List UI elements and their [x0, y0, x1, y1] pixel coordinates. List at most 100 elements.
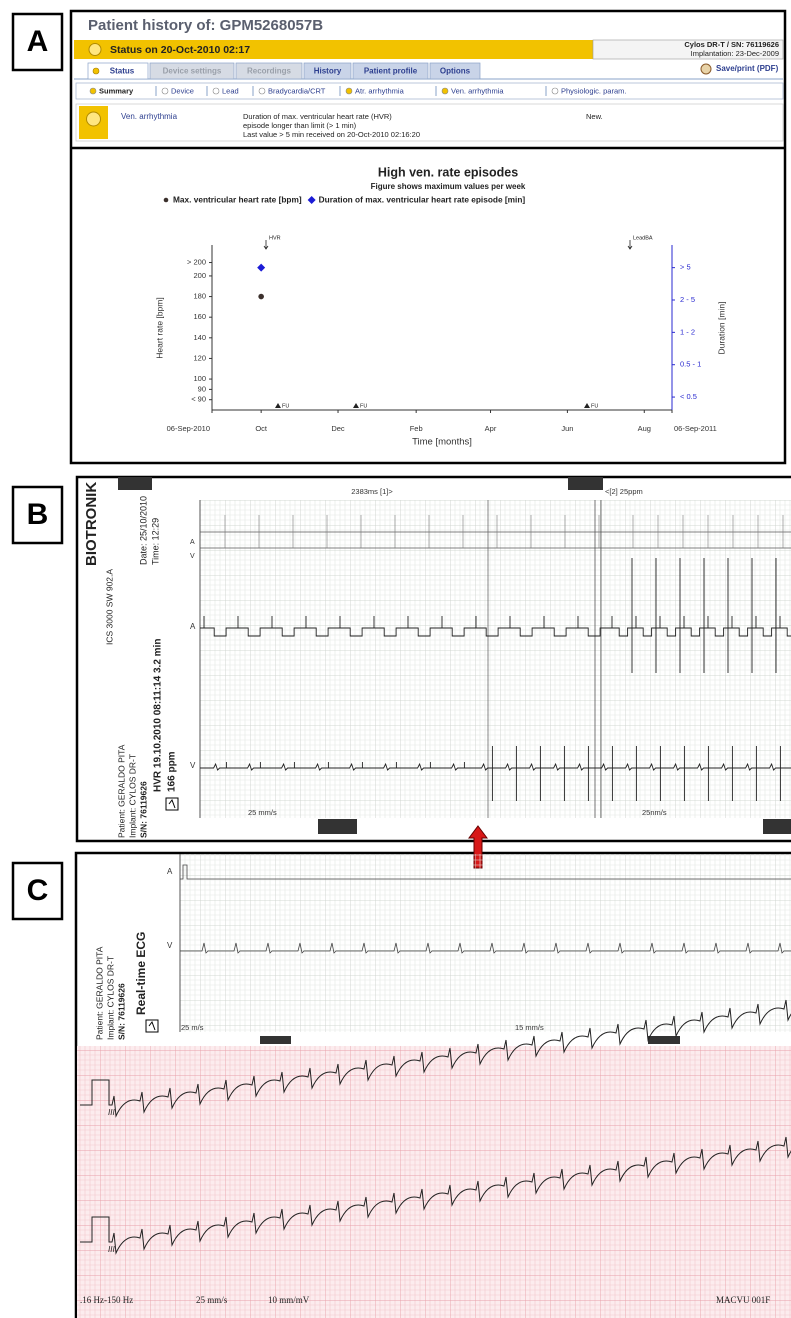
x-tick-label: 06-Sep-2010 [167, 424, 210, 433]
annotation-arrow [627, 240, 633, 250]
save-link[interactable]: Save/print (PDF) [716, 64, 779, 73]
device-text: Cylos DR-T / SN: 76119626 [684, 40, 779, 49]
annotation: HVR [269, 235, 281, 241]
subtab-label[interactable]: Physiologic. param. [561, 86, 626, 95]
marker-symbol [584, 403, 590, 408]
panel-a: Patient history of: GPM5268057B Status o… [72, 17, 784, 448]
x-tick-label: Aug [638, 424, 651, 433]
status-text: Status on 20-Oct-2010 02:17 [110, 44, 250, 56]
subtab-label[interactable]: Device [171, 86, 194, 95]
tab-label[interactable]: Status [110, 67, 135, 76]
y-tick-label: < 90 [191, 395, 206, 404]
strip-tab [318, 819, 357, 834]
tab-label[interactable]: Patient profile [364, 67, 418, 76]
episode: HVR 19.10.2010 08:11:14 3.2 min [153, 639, 164, 792]
implant: Implant: CYLOS DR-T [105, 956, 115, 1040]
rate: 166 ppm [167, 751, 178, 792]
ecg-trace [200, 558, 791, 673]
panel-c: Patient: GERALDO PITA Implant: CYLOS DR-T… [77, 854, 791, 1318]
trace-label: V [167, 941, 173, 950]
speed-label: 25 mm/s [248, 808, 277, 817]
device-box [592, 39, 784, 60]
subtab-icon [161, 87, 169, 95]
legend-symbol [307, 196, 316, 204]
implant: Implant: CYLOS DR-T [127, 754, 137, 838]
alert-row [75, 103, 784, 142]
label-box [11, 485, 64, 545]
tab[interactable] [429, 62, 481, 80]
subtab-label[interactable]: Ven. arrhythmia [451, 86, 504, 95]
speed-label: 25nm/s [642, 808, 667, 817]
tab[interactable] [235, 62, 303, 80]
alert-message: Duration of max. ventricular heart rate … [243, 112, 392, 121]
page-title: Patient history of: GPM5268057B [88, 17, 323, 34]
x-tick-label: Feb [410, 424, 423, 433]
subtab-label[interactable]: Bradycardia/CRT [268, 86, 326, 95]
subtab-label[interactable]: Summary [99, 86, 134, 95]
subtab-label[interactable]: Lead [222, 86, 239, 95]
annotation: LeadBA [633, 235, 653, 241]
patient: Patient: GERALDO PITA [116, 744, 126, 838]
strip-tab [568, 477, 603, 490]
y-tick-label: 90 [198, 384, 206, 393]
lead-label: III [108, 1245, 115, 1254]
record-date: Date: 25/10/2010 [138, 496, 148, 565]
y2-axis-label: Duration [min] [716, 302, 726, 355]
subtab-icon [441, 87, 449, 95]
tab[interactable] [303, 62, 352, 80]
legend-symbol [163, 197, 169, 203]
tab[interactable] [87, 62, 149, 80]
mode: Real-time ECG [134, 932, 148, 1015]
strip-tab [118, 477, 152, 490]
y2-tick-label: 1 - 2 [680, 327, 695, 336]
subtab-icon [258, 87, 266, 95]
ecg-trace [180, 864, 791, 880]
trace-label: A [167, 867, 173, 876]
y-tick-label: > 200 [187, 258, 206, 267]
y-tick-label: 120 [193, 353, 206, 362]
subtab-icon [345, 87, 353, 95]
footer-text: 25 mm/s [196, 1295, 228, 1305]
y-tick-label: 200 [193, 271, 206, 280]
marker-label: FU [282, 403, 289, 409]
serial: S/N: 76119626 [116, 983, 126, 1040]
tab-icon [92, 67, 100, 75]
subtab-label[interactable]: Atr. arrhythmia [355, 86, 405, 95]
tab-label[interactable]: Device settings [163, 67, 222, 76]
x-axis-label: Time [months] [412, 437, 472, 448]
paper-grid [77, 1046, 791, 1318]
point [257, 263, 266, 272]
x-tick-label: 06-Sep-2011 [674, 424, 717, 433]
marker-label: FU [360, 403, 367, 409]
tab[interactable] [352, 62, 429, 80]
point [258, 293, 264, 300]
ruler-label: A [190, 539, 195, 546]
alert-state: New. [586, 112, 603, 121]
ecg-trace [80, 1136, 791, 1255]
y2-tick-label: > 5 [680, 263, 691, 272]
tab[interactable] [149, 62, 235, 80]
footer-text: 10 mm/mV [268, 1295, 310, 1305]
legend-label: Max. ventricular heart rate [bpm] [173, 195, 302, 205]
strip-tab [763, 819, 791, 834]
marker-text: <[2] 25ppm [605, 487, 643, 496]
annotation-arrow [263, 240, 269, 250]
ecg-trace [180, 942, 791, 954]
alert-message: episode longer than limit (> 1 min) [243, 121, 357, 130]
x-tick-label: Jun [561, 424, 573, 433]
tab-label[interactable]: Recordings [247, 67, 292, 76]
print-icon[interactable] [700, 63, 712, 75]
y-tick-label: 180 [193, 292, 206, 301]
marker-symbol [353, 403, 359, 408]
trace-label: A [190, 622, 196, 631]
x-tick-label: Apr [485, 424, 497, 433]
patient: Patient: GERALDO PITA [94, 946, 104, 1040]
legend-label: Duration of max. ventricular heart rate … [319, 195, 526, 205]
panel-label: B [27, 498, 49, 531]
alert-category[interactable]: Ven. arrhythmia [121, 112, 178, 121]
speed-label: 25 m/s [181, 1023, 204, 1032]
tab-label[interactable]: Options [440, 67, 471, 76]
tab-label[interactable]: History [314, 67, 342, 76]
ecg-grid [180, 854, 791, 1032]
